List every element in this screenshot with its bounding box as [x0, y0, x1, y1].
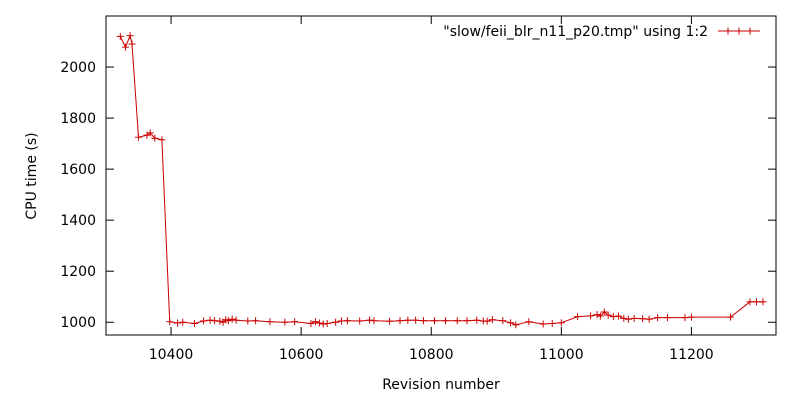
data-point-marker [726, 313, 734, 321]
data-point-marker [174, 319, 182, 327]
data-point-marker [609, 313, 617, 321]
data-point-marker [266, 318, 274, 326]
data-point-marker [404, 316, 412, 324]
y-tick-label: 1400 [60, 213, 96, 229]
data-point-marker [206, 316, 214, 324]
data-point-marker [574, 313, 582, 321]
y-axis-label: CPU time (s) [24, 132, 40, 219]
y-axis: 1000 1200 1400 1600 1800 2000 [60, 60, 776, 331]
x-tick-label: 10600 [279, 347, 324, 363]
data-point-marker [557, 319, 565, 327]
data-point-marker [463, 317, 471, 325]
data-point-marker [507, 319, 515, 327]
data-point-marker [473, 316, 481, 324]
data-point-marker [281, 318, 289, 326]
data-point-marker [499, 317, 507, 325]
data-point-marker [654, 314, 662, 322]
x-tick-label: 11000 [539, 347, 584, 363]
data-point-marker [442, 317, 450, 325]
data-point-marker [365, 316, 373, 324]
data-point-marker [412, 316, 420, 324]
series-layer [116, 32, 767, 329]
data-point-marker [525, 318, 533, 326]
data-point-marker [232, 316, 240, 324]
data-point-marker [151, 134, 159, 142]
data-point-marker [488, 316, 496, 324]
data-point-marker [752, 298, 760, 306]
plot-frame [105, 15, 777, 336]
data-point-marker [122, 43, 130, 51]
data-point-marker [200, 317, 208, 325]
data-point-marker [681, 314, 689, 322]
data-point-marker [166, 318, 174, 326]
data-point-marker [620, 314, 628, 322]
data-point-marker [323, 320, 331, 328]
x-tick-label: 10400 [149, 347, 194, 363]
data-point-marker [630, 314, 638, 322]
data-point-marker [337, 317, 345, 325]
data-point-marker [396, 317, 404, 325]
data-point-marker [483, 317, 491, 325]
data-point-marker [604, 311, 612, 319]
data-point-marker [224, 317, 232, 325]
data-point-marker [190, 320, 198, 328]
data-point-marker [319, 320, 327, 328]
data-point-marker [179, 318, 187, 326]
y-tick-label: 1000 [60, 315, 96, 331]
y-tick-label: 1800 [60, 111, 96, 127]
data-point-marker [252, 317, 260, 325]
data-point-marker [548, 320, 556, 328]
data-point-marker [311, 318, 319, 326]
legend: "slow/feii_blr_n11_p20.tmp" using 1:2 [443, 24, 760, 40]
data-point-marker [158, 136, 166, 144]
legend-line-swatch [718, 27, 760, 35]
data-point-marker [386, 317, 394, 325]
data-point-marker [615, 312, 623, 320]
data-point-marker [759, 298, 767, 306]
data-point-marker [370, 317, 378, 325]
data-point-marker [343, 317, 351, 325]
data-point-marker [587, 312, 595, 320]
x-axis: 10400 10600 10800 11000 11200 [149, 16, 714, 363]
data-point-marker [430, 317, 438, 325]
data-point-marker [746, 298, 754, 306]
data-point-marker [244, 317, 252, 325]
data-point-marker [126, 32, 134, 40]
y-tick-label: 2000 [60, 60, 96, 76]
data-point-marker [593, 311, 601, 319]
x-axis-label: Revision number [382, 377, 500, 393]
data-point-marker [419, 317, 427, 325]
data-point-marker [135, 133, 143, 141]
data-point-marker [687, 313, 695, 321]
data-point-marker [645, 315, 653, 323]
data-point-marker [624, 315, 632, 323]
x-tick-label: 11200 [669, 347, 714, 363]
data-point-marker [291, 318, 299, 326]
data-point-marker [512, 321, 520, 329]
x-tick-label: 10800 [409, 347, 454, 363]
data-point-marker [600, 308, 608, 316]
series-line [119, 34, 763, 326]
y-tick-label: 1200 [60, 264, 96, 280]
legend-label: "slow/feii_blr_n11_p20.tmp" using 1:2 [443, 24, 708, 40]
y-tick-label: 1600 [60, 162, 96, 178]
data-point-marker [639, 315, 647, 323]
data-point-marker [128, 40, 136, 48]
data-point-marker [596, 312, 604, 320]
data-point-marker [216, 317, 224, 325]
data-point-marker [663, 314, 671, 322]
data-point-marker [116, 32, 124, 40]
data-point-marker [539, 320, 547, 328]
data-point-marker [146, 129, 154, 137]
data-point-marker [211, 317, 219, 325]
data-point-marker [315, 319, 323, 327]
data-point-marker [356, 317, 364, 325]
data-point-marker [228, 315, 236, 323]
data-point-marker [307, 320, 315, 328]
data-point-marker [332, 318, 340, 326]
data-point-marker [453, 317, 461, 325]
